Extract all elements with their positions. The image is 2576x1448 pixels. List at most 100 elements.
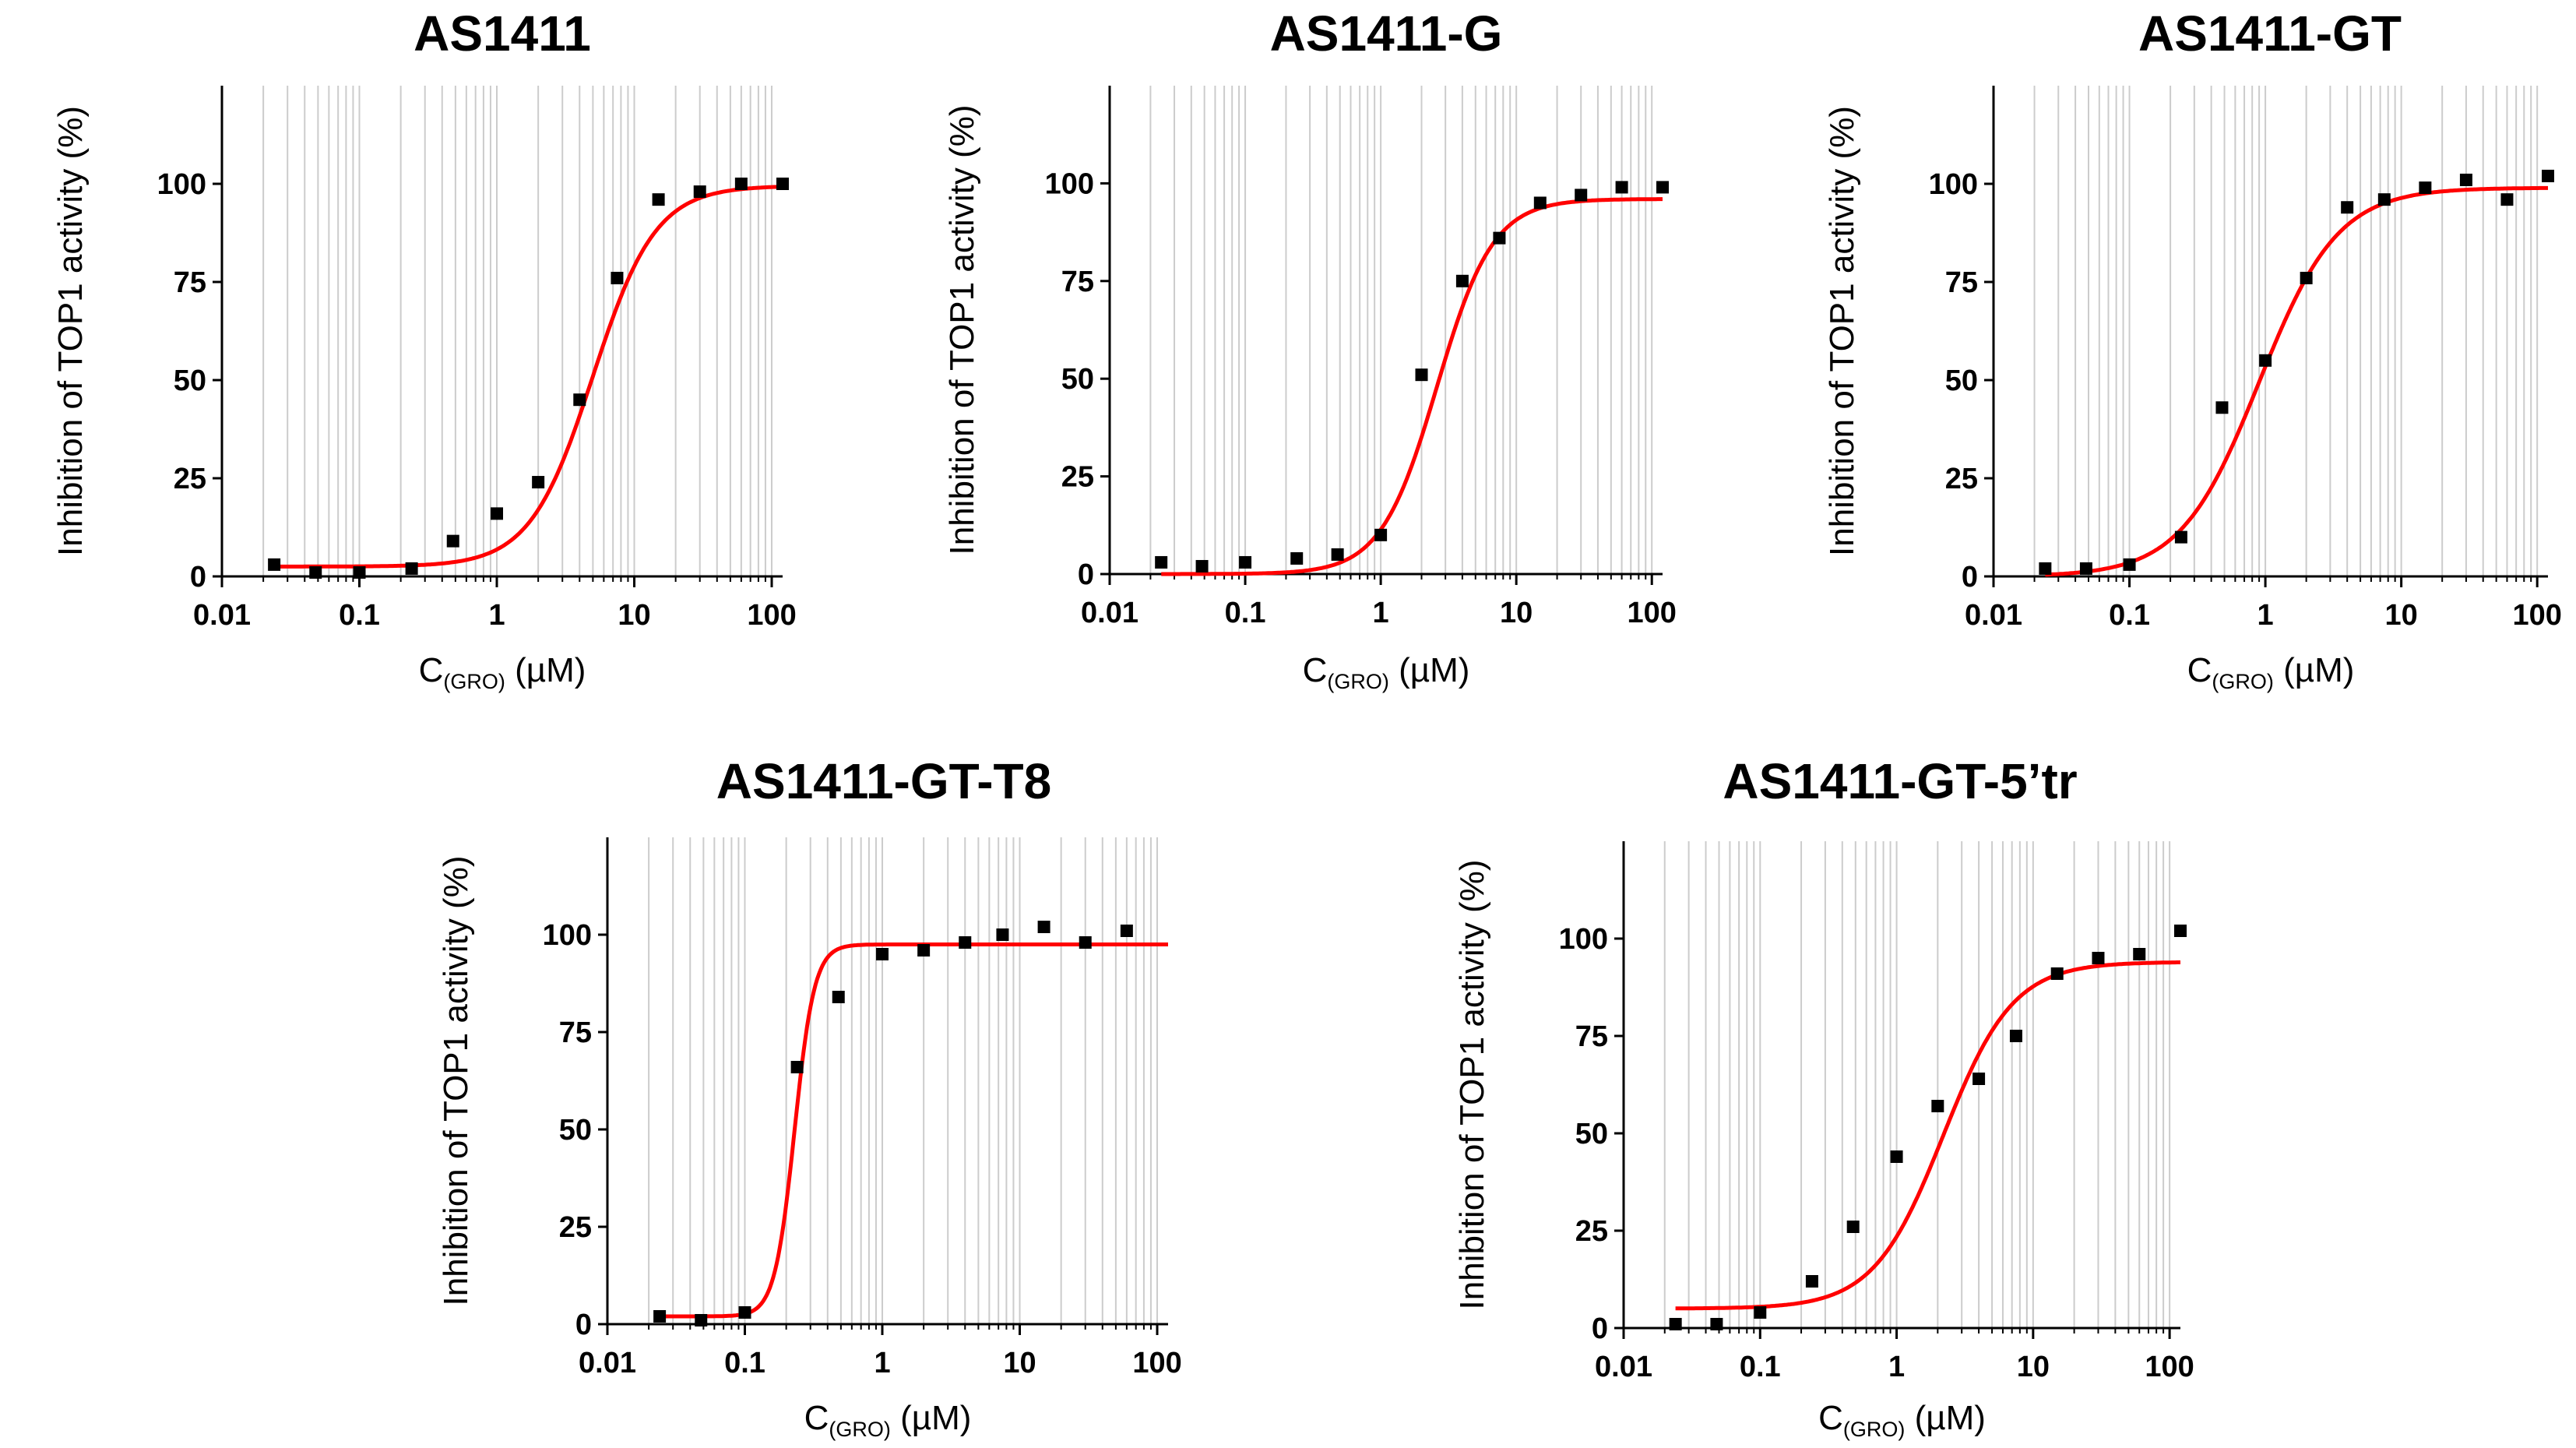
x-tick-label: 100 [1132, 1347, 1181, 1379]
panel-as1411-g: AS1411-G Inhibition of TOP1 activity (%)… [943, 5, 1677, 693]
data-point [693, 185, 706, 199]
data-points [1155, 181, 1669, 573]
grid [1149, 86, 1653, 574]
x-tick-label: 100 [2145, 1351, 2194, 1383]
x-tick-label: 10 [1003, 1347, 1036, 1379]
x-axis-label: C(GRO) (µM) [2187, 651, 2355, 693]
chart-title: AS1411-GT [2138, 5, 2402, 62]
axes: 0 25 50 75 100 0.01 0.1 1 10 100 [1559, 841, 2194, 1383]
data-points [2039, 169, 2554, 575]
data-point [832, 991, 845, 1003]
y-tick-label: 0 [575, 1309, 592, 1341]
data-point [653, 1310, 667, 1323]
data-points [653, 921, 1133, 1326]
data-point [738, 1306, 751, 1319]
y-tick-label: 25 [559, 1211, 592, 1244]
data-point [2009, 1030, 2022, 1042]
data-point [790, 1061, 804, 1073]
chart-title: AS1411-G [1270, 5, 1503, 62]
data-point [2377, 193, 2391, 206]
data-point [1195, 559, 1209, 573]
y-tick-label: 100 [1045, 167, 1094, 200]
data-point [2300, 271, 2313, 284]
x-tick-label: 10 [2017, 1351, 2050, 1383]
data-point [2174, 530, 2187, 544]
data-point [2215, 401, 2229, 414]
data-point [1037, 921, 1050, 933]
data-point [532, 476, 545, 489]
data-point [2259, 354, 2272, 367]
fit-curve [659, 942, 1169, 1319]
data-point [353, 565, 366, 579]
data-point [2341, 201, 2354, 214]
fit-curve [2045, 185, 2549, 577]
y-tick-label: 25 [174, 463, 206, 495]
data-point [1575, 188, 1588, 202]
data-point [1754, 1306, 1767, 1319]
data-point [1155, 555, 1168, 569]
data-point [573, 393, 586, 407]
data-point [2079, 562, 2092, 575]
y-axis-label: Inhibition of TOP1 activity (%) [437, 856, 475, 1306]
y-axis-label: Inhibition of TOP1 activity (%) [1823, 106, 1861, 556]
data-point [309, 565, 322, 579]
axes: 0 25 50 75 100 0.01 0.1 1 10 100 [543, 837, 1182, 1379]
data-point [1890, 1150, 1903, 1163]
data-points [1669, 925, 2187, 1330]
data-point [695, 1314, 708, 1326]
y-tick-label: 75 [1945, 266, 1978, 299]
data-point [1846, 1221, 1860, 1233]
axes: 0 25 50 75 100 0.01 0.1 1 10 100 [1045, 86, 1677, 629]
y-tick-label: 100 [1559, 923, 1608, 956]
x-tick-label: 0.1 [2109, 599, 2150, 632]
data-point [405, 562, 418, 575]
x-tick-label: 0.01 [579, 1347, 636, 1379]
y-tick-label: 25 [1061, 461, 1094, 494]
grid [1663, 841, 2171, 1328]
x-tick-label: 0.1 [1225, 597, 1266, 629]
x-tick-label: 10 [618, 599, 650, 632]
x-tick-label: 100 [1628, 597, 1677, 629]
x-tick-label: 0.01 [1595, 1351, 1652, 1383]
y-tick-label: 50 [1575, 1118, 1608, 1150]
axes: 0 25 50 75 100 0.01 0.1 1 10 100 [1929, 86, 2562, 632]
chart-title: AS1411-GT-5’tr [1723, 753, 2077, 809]
y-axis-label: Inhibition of TOP1 activity (%) [51, 106, 90, 556]
data-point [1656, 181, 1669, 194]
data-point [734, 178, 748, 190]
x-tick-label: 0.01 [193, 599, 251, 632]
fit-curve [1160, 197, 1663, 576]
x-tick-label: 0.01 [1081, 597, 1138, 629]
panel-as1411-gt-t8: AS1411-GT-T8 Inhibition of TOP1 activity… [437, 753, 1182, 1441]
y-axis-label: Inhibition of TOP1 activity (%) [943, 105, 981, 555]
x-axis-label: C(GRO) (µM) [419, 651, 586, 693]
data-point [1669, 1318, 1682, 1330]
data-point [776, 178, 789, 190]
x-tick-label: 0.1 [1740, 1351, 1781, 1383]
data-point [1239, 555, 1252, 569]
data-point [2050, 967, 2064, 980]
chart-title: AS1411-GT-T8 [716, 753, 1051, 809]
fit-curve [273, 185, 783, 569]
y-tick-label: 25 [1945, 463, 1978, 495]
y-axis-label: Inhibition of TOP1 activity (%) [1453, 860, 1491, 1310]
data-point [876, 948, 889, 960]
data-point [2419, 181, 2432, 195]
y-tick-label: 100 [157, 168, 206, 201]
x-tick-label: 1 [488, 599, 505, 632]
chart-title: AS1411 [413, 5, 591, 62]
data-point [2092, 952, 2105, 964]
x-axis-label: C(GRO) (µM) [804, 1399, 972, 1441]
panel-as1411-gt-5tr: AS1411-GT-5’tr Inhibition of TOP1 activi… [1453, 753, 2194, 1441]
data-point [2500, 193, 2514, 206]
y-tick-label: 50 [174, 365, 206, 397]
data-point [1415, 368, 1428, 382]
y-tick-label: 75 [1575, 1020, 1608, 1053]
y-tick-label: 75 [1061, 266, 1094, 298]
x-tick-label: 0.01 [1965, 599, 2022, 632]
data-point [1710, 1318, 1723, 1330]
data-point [2174, 925, 2187, 937]
data-point [1931, 1100, 1944, 1112]
x-tick-label: 1 [1888, 1351, 1905, 1383]
